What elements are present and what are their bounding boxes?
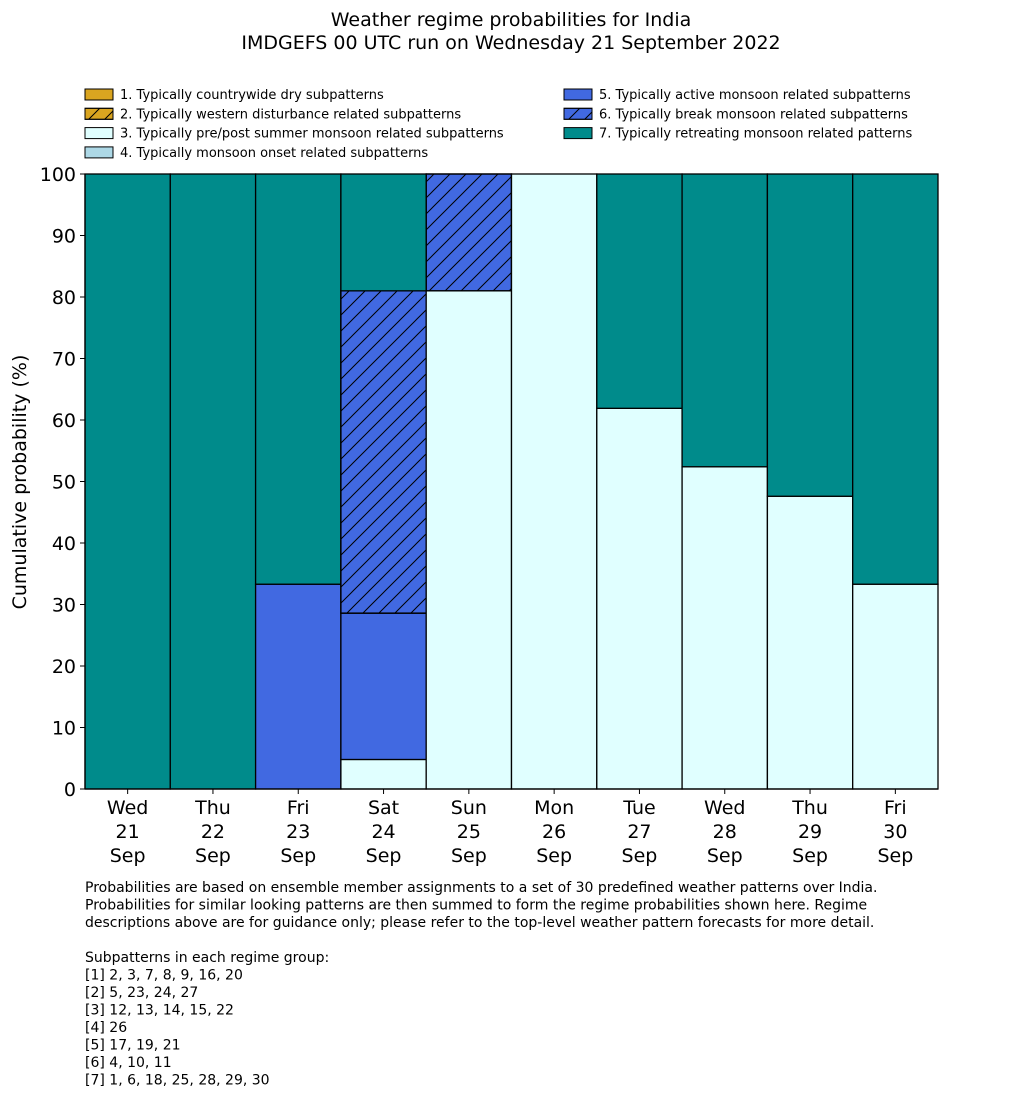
group-line: [4] 26: [85, 1020, 127, 1036]
bar-segment: [596, 173, 683, 409]
y-tick-label: 70: [52, 349, 76, 371]
bar-segment: [766, 495, 854, 790]
legend-label: 4. Typically monsoon onset related subpa…: [120, 146, 428, 161]
x-tick-label: Fri 23 Sep: [280, 797, 316, 867]
legend-item: 2. Typically western disturbance related…: [84, 107, 461, 122]
y-tick-label: 30: [52, 595, 76, 617]
x-tick-label: Wed 21 Sep: [107, 797, 148, 867]
y-tick-label: 80: [52, 287, 76, 309]
legend-swatch: [563, 88, 593, 101]
x-tick-label: Thu 22 Sep: [194, 797, 231, 867]
x-tick-label: Wed 28 Sep: [704, 797, 745, 867]
group-line: [2] 5, 23, 24, 27: [85, 985, 198, 1001]
group-line: [6] 4, 10, 11: [85, 1055, 172, 1071]
bar-segment: [169, 173, 257, 790]
legend-item: 4. Typically monsoon onset related subpa…: [84, 146, 428, 161]
legend-swatch: [84, 88, 114, 101]
legend: 1. Typically countrywide dry subpatterns…: [84, 88, 912, 161]
bar-segment: [766, 173, 854, 497]
bar-segment: [84, 173, 171, 790]
legend-swatch-hatch: [84, 107, 114, 120]
legend-label: 5. Typically active monsoon related subp…: [599, 88, 911, 103]
legend-label: 3. Typically pre/post summer monsoon rel…: [120, 127, 504, 142]
chart-title: Weather regime probabilities for India: [331, 9, 692, 31]
bars: [84, 173, 939, 790]
y-tick-label: 60: [52, 410, 76, 432]
y-tick-label: 0: [64, 779, 76, 801]
group-line: [1] 2, 3, 7, 8, 9, 16, 20: [85, 968, 243, 984]
legend-label: 6. Typically break monsoon related subpa…: [599, 107, 908, 122]
legend-swatch: [84, 127, 114, 140]
x-tick-label: Sun 25 Sep: [451, 797, 487, 867]
y-axis-label: Cumulative probability (%): [9, 355, 31, 610]
legend-swatch: [563, 127, 593, 140]
legend-label: 1. Typically countrywide dry subpatterns: [120, 88, 384, 103]
legend-label: 7. Typically retreating monsoon related …: [599, 127, 912, 142]
group-line: [3] 12, 13, 14, 15, 22: [85, 1003, 234, 1019]
bar-segment: [852, 173, 939, 585]
chart-subtitle: IMDGEFS 00 UTC run on Wednesday 21 Septe…: [241, 32, 780, 54]
legend-swatch: [84, 146, 114, 159]
y-tick-label: 10: [52, 718, 76, 740]
group-line: [7] 1, 6, 18, 25, 28, 29, 30: [85, 1073, 270, 1089]
bar-segment: [254, 583, 342, 790]
footer-notes: Probabilities are based on ensemble memb…: [85, 880, 877, 1089]
legend-swatch-hatch: [563, 107, 593, 120]
bar-segment: [596, 407, 683, 790]
bar-segment: [852, 583, 939, 790]
legend-item: 6. Typically break monsoon related subpa…: [563, 107, 908, 122]
legend-label: 2. Typically western disturbance related…: [120, 107, 461, 122]
bar-segment-hatch: [340, 290, 427, 614]
bar-segment-hatch: [425, 173, 513, 292]
axes: 0 10 20 30 40 50 60 70 80 90 100 Wed 21 Sep Thu 22 Sep Fr…: [40, 164, 938, 867]
bar-segment: [425, 290, 513, 790]
y-tick-label: 40: [52, 533, 76, 555]
bar-segment: [340, 612, 427, 761]
groups-heading: Subpatterns in each regime group:: [85, 950, 329, 966]
x-tick-label: Tue 27 Sep: [622, 797, 658, 867]
y-tick-label: 90: [52, 226, 76, 248]
y-tick-label: 20: [52, 656, 76, 678]
legend-item: 1. Typically countrywide dry subpatterns: [84, 88, 384, 103]
legend-item: 3. Typically pre/post summer monsoon rel…: [84, 127, 504, 142]
y-tick-label: 100: [40, 164, 76, 186]
x-tick-label: Thu 29 Sep: [791, 797, 828, 867]
y-tick-label: 50: [52, 472, 76, 494]
bar-segment: [681, 173, 769, 468]
legend-item: 7. Typically retreating monsoon related …: [563, 127, 912, 142]
x-tick-label: Fri 30 Sep: [877, 797, 913, 867]
bar-segment: [510, 173, 598, 790]
legend-item: 5. Typically active monsoon related subp…: [563, 88, 911, 103]
footer-note-line: descriptions above are for guidance only…: [85, 915, 874, 931]
bar-segment: [340, 173, 427, 292]
x-tick-label: Sat 24 Sep: [366, 797, 402, 867]
bar-segment: [681, 466, 769, 790]
x-tick-label: Mon 26 Sep: [534, 797, 574, 867]
bar-segment: [254, 173, 342, 585]
footer-note-line: Probabilities are based on ensemble memb…: [85, 880, 877, 896]
group-line: [5] 17, 19, 21: [85, 1038, 181, 1054]
footer-note-line: Probabilities for similar looking patter…: [85, 898, 867, 914]
bar-segment: [340, 758, 427, 790]
